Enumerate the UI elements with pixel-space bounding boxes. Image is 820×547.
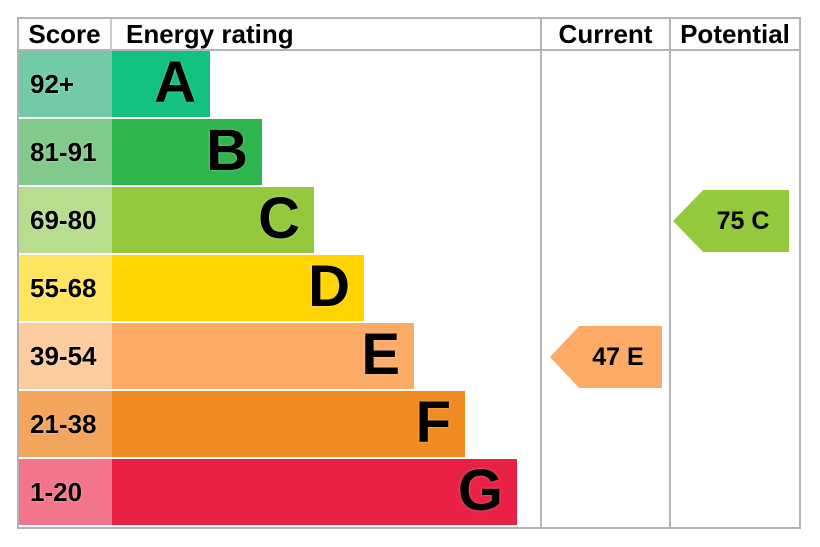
band-score-range: 69-80 [19, 187, 112, 255]
current-rating-label: 47 E [592, 342, 644, 371]
band-letter: G [457, 458, 503, 523]
band-score-range: 55-68 [19, 255, 112, 323]
potential-header: Potential [669, 19, 799, 51]
band-score-range: 1-20 [19, 459, 112, 527]
band-bar: D [112, 255, 364, 321]
band-letter: B [206, 118, 248, 183]
band-letter: A [154, 50, 196, 115]
band-score-range: 21-38 [19, 391, 112, 459]
band-score-range: 39-54 [19, 323, 112, 391]
band-bar: A [112, 51, 210, 117]
band-bar: E [112, 323, 414, 389]
band-score-range: 81-91 [19, 119, 112, 187]
band-letter: E [361, 322, 400, 387]
band-score-range: 92+ [19, 51, 112, 119]
band-letter: D [308, 254, 350, 319]
current-header: Current [540, 19, 669, 51]
band-bar: G [112, 459, 517, 525]
band-bar-cell: F [112, 391, 540, 459]
potential-rating-label: 75 C [716, 206, 770, 235]
band-bar: B [112, 119, 262, 185]
band-bar: C [112, 187, 314, 253]
band-letter: F [415, 390, 451, 455]
band-bar-cell: G [112, 459, 540, 527]
band-bar-cell: E [112, 323, 540, 391]
band-bar: F [112, 391, 465, 457]
score-header: Score [19, 19, 112, 51]
band-bar-cell: A [112, 51, 540, 119]
energy-rating-header: Energy rating [112, 19, 540, 51]
current-column [540, 51, 669, 527]
band-bar-cell: B [112, 119, 540, 187]
band-bar-cell: D [112, 255, 540, 323]
band-bar-cell: C [112, 187, 540, 255]
epc-grid: Score Energy rating Current Potential 47… [17, 17, 801, 529]
band-letter: C [258, 186, 300, 251]
potential-column [669, 51, 799, 527]
